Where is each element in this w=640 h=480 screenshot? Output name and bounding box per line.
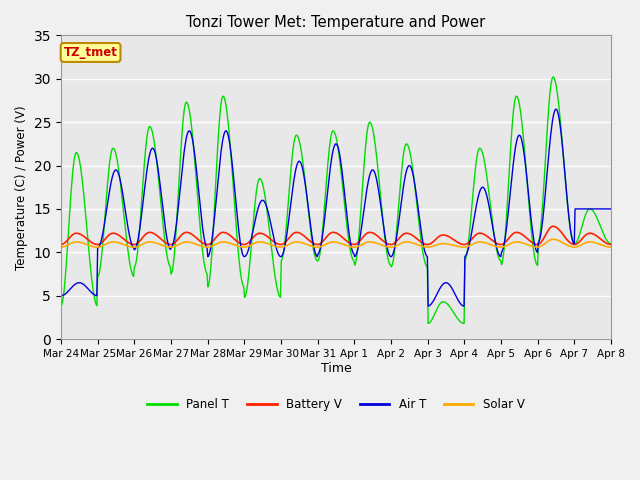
Y-axis label: Temperature (C) / Power (V): Temperature (C) / Power (V)	[15, 105, 28, 270]
X-axis label: Time: Time	[321, 361, 351, 374]
Panel T	[403, 141, 411, 147]
Solar V	[209, 243, 216, 249]
Line: Panel T: Panel T	[61, 77, 611, 324]
Air T	[57, 293, 65, 299]
Solar V	[124, 243, 131, 249]
Battery V	[124, 239, 131, 245]
Solar V	[607, 244, 615, 250]
Battery V	[549, 223, 557, 229]
Panel T	[179, 115, 187, 120]
Air T	[67, 286, 75, 291]
Panel T	[549, 74, 557, 80]
Panel T	[209, 242, 216, 248]
Panel T	[419, 249, 427, 255]
Air T	[460, 303, 468, 309]
Battery V	[67, 233, 75, 239]
Legend: Panel T, Battery V, Air T, Solar V: Panel T, Battery V, Air T, Solar V	[143, 394, 529, 416]
Title: Tonzi Tower Met: Temperature and Power: Tonzi Tower Met: Temperature and Power	[186, 15, 486, 30]
Air T	[124, 222, 131, 228]
Air T	[403, 167, 411, 173]
Battery V	[607, 241, 615, 247]
Panel T	[460, 321, 468, 326]
Battery V	[209, 239, 216, 245]
Panel T	[607, 241, 615, 247]
Air T	[607, 206, 615, 212]
Solar V	[179, 240, 187, 245]
Solar V	[419, 243, 427, 249]
Line: Air T: Air T	[61, 109, 611, 306]
Air T	[419, 239, 427, 245]
Solar V	[403, 239, 411, 245]
Line: Battery V: Battery V	[61, 226, 611, 244]
Battery V	[419, 240, 427, 246]
Text: TZ_tmet: TZ_tmet	[63, 46, 118, 59]
Solar V	[67, 240, 75, 246]
Air T	[552, 106, 560, 112]
Battery V	[57, 241, 65, 247]
Solar V	[549, 237, 557, 242]
Battery V	[179, 230, 187, 236]
Panel T	[124, 244, 131, 250]
Solar V	[57, 244, 65, 250]
Panel T	[57, 303, 65, 309]
Air T	[209, 234, 216, 240]
Air T	[179, 156, 187, 161]
Battery V	[403, 230, 411, 236]
Line: Solar V: Solar V	[61, 240, 611, 247]
Panel T	[67, 192, 75, 198]
